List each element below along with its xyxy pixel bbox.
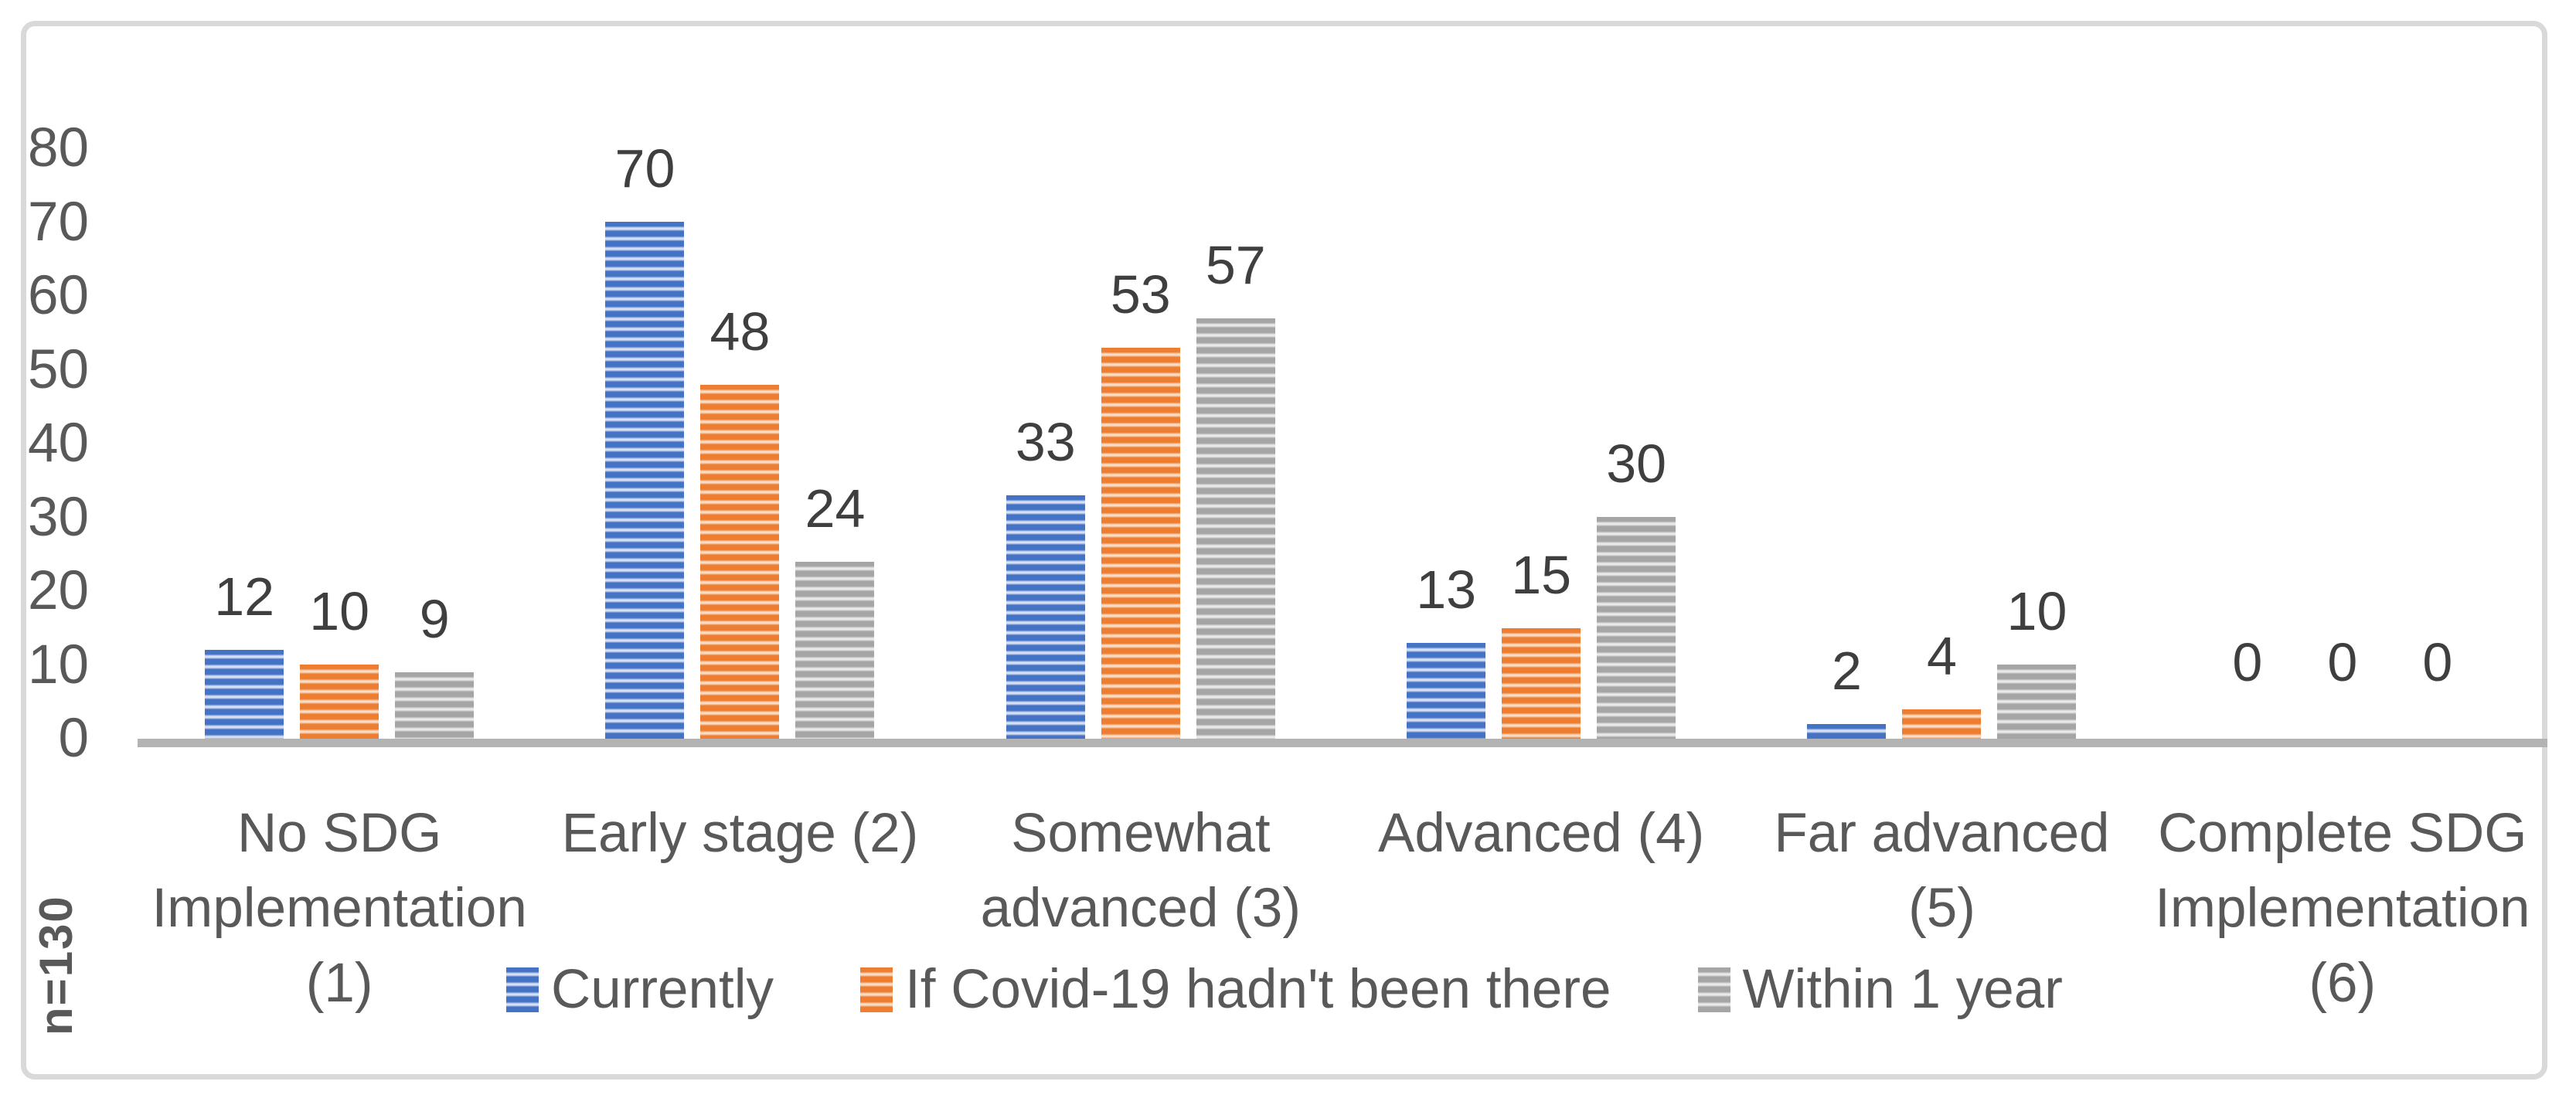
bar-if-covid-19-hadn-t-been-there — [300, 665, 379, 739]
bar-cell: 13 — [1407, 556, 1486, 739]
bar-cell: 24 — [795, 475, 875, 739]
bar-currently — [205, 650, 284, 739]
bar-value-label: 0 — [2232, 632, 2263, 692]
bar-cell: 4 — [1902, 623, 1982, 739]
legend: Currently If Covid-19 hadn't been there Wi… — [506, 957, 2063, 1023]
bar-value-label: 15 — [1511, 545, 1572, 605]
category-label: No SDG Implementation (1) — [151, 803, 527, 1014]
bar-value-label: 13 — [1416, 559, 1477, 620]
bar-value-label: 24 — [805, 478, 866, 539]
bar-currently — [1807, 724, 1887, 739]
category-axis: No SDG Implementation (1) Early stage (2)… — [139, 796, 2543, 1021]
legend-item: Currently — [506, 957, 774, 1023]
y-tick-label: 80 — [28, 117, 89, 178]
bar-cell: 57 — [1196, 232, 1275, 739]
bar-value-label: 0 — [2422, 632, 2453, 692]
bar-value-label: 4 — [1927, 626, 1957, 686]
bar-cell: 12 — [205, 563, 284, 739]
bar-value-label: 12 — [214, 566, 275, 627]
y-tick-label: 50 — [28, 338, 89, 400]
bar-cell: 0 — [2303, 629, 2382, 739]
bar-value-label: 53 — [1110, 264, 1171, 325]
bar-cell: 33 — [1006, 409, 1085, 739]
legend-swatch-icon — [860, 967, 893, 1012]
y-tick-label: 0 — [58, 708, 90, 769]
legend-label: If Covid-19 hadn't been there — [905, 959, 1611, 1020]
bar-group: 2 4 10 — [1741, 93, 2142, 739]
plot-area: 12 10 9 70 48 24 33 53 57 13 15 30 2 4 10 0 0 0 — [139, 93, 2543, 739]
category-label: Somewhat advanced (3) — [980, 803, 1302, 939]
legend-label: Within 1 year — [1742, 959, 2063, 1020]
bar-value-label: 2 — [1832, 641, 1862, 701]
bar-cell: 2 — [1807, 638, 1887, 739]
bar-value-label: 33 — [1015, 412, 1076, 472]
bar-group: 12 10 9 — [139, 93, 539, 739]
legend-swatch-icon — [506, 967, 539, 1012]
legend-label: Currently — [551, 959, 774, 1020]
bar-cell: 0 — [2398, 629, 2477, 739]
bar-cell: 9 — [395, 586, 475, 739]
bar-group: 33 53 57 — [941, 93, 1341, 739]
bar-value-label: 30 — [1606, 434, 1667, 494]
legend-item: Within 1 year — [1697, 957, 2063, 1023]
bar-cell: 15 — [1502, 542, 1581, 739]
bar-group: 70 48 24 — [539, 93, 940, 739]
bar-within-1-year — [1597, 517, 1676, 739]
bar-cell: 48 — [700, 298, 780, 739]
bar-if-covid-19-hadn-t-been-there — [1101, 348, 1180, 739]
legend-item: If Covid-19 hadn't been there — [860, 957, 1611, 1023]
bar-value-label: 0 — [2327, 632, 2358, 692]
legend-swatch-icon — [1697, 967, 1730, 1012]
y-tick-label: 30 — [28, 486, 89, 548]
sample-size-label: n=130 — [30, 895, 82, 1035]
bar-within-1-year — [795, 562, 875, 739]
category-label: Early stage (2) — [561, 803, 919, 864]
y-tick-label: 40 — [28, 413, 89, 474]
bar-value-label: 9 — [419, 589, 450, 649]
y-tick-label: 60 — [28, 265, 89, 326]
bar-value-label: 48 — [710, 301, 771, 362]
category-label: Advanced (4) — [1378, 803, 1705, 864]
bar-within-1-year — [1997, 665, 2077, 739]
bar-cell: 30 — [1597, 430, 1676, 739]
bar-currently — [1407, 643, 1486, 739]
category-label: Far advanced (5) — [1774, 803, 2110, 939]
bar-value-label: 57 — [1205, 235, 1266, 295]
bar-within-1-year — [1196, 318, 1275, 739]
bar-if-covid-19-hadn-t-been-there — [1502, 628, 1581, 739]
bar-cell: 10 — [300, 578, 379, 739]
bar-group: 13 15 30 — [1341, 93, 1741, 739]
bar-currently — [605, 222, 685, 739]
x-axis-line — [138, 739, 2547, 747]
bar-within-1-year — [395, 672, 475, 739]
y-tick-label: 10 — [28, 634, 89, 695]
chart-border — [21, 21, 2547, 1080]
bar-group: 0 0 0 — [2142, 93, 2543, 739]
bar-if-covid-19-hadn-t-been-there — [700, 385, 780, 739]
bar-value-label: 10 — [2006, 581, 2067, 641]
bar-currently — [1006, 495, 1085, 739]
y-tick-label: 70 — [28, 191, 89, 253]
bar-cell: 10 — [1997, 578, 2077, 739]
bar-cell: 0 — [2208, 629, 2287, 739]
bar-value-label: 10 — [309, 581, 370, 641]
category-label: Complete SDG Implementation (6) — [2155, 803, 2530, 1014]
bar-value-label: 70 — [614, 138, 675, 199]
bar-cell: 70 — [605, 135, 685, 739]
bar-if-covid-19-hadn-t-been-there — [1902, 709, 1982, 739]
bar-cell: 53 — [1101, 261, 1180, 739]
y-tick-label: 20 — [28, 560, 89, 621]
